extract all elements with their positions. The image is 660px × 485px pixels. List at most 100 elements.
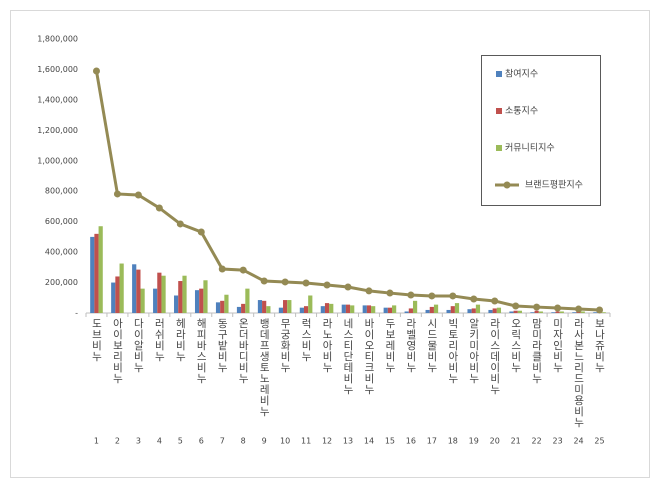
x-tick-label: 바이오티크비누 [363,318,375,395]
rank-label: 24 [573,437,583,446]
bar [513,310,518,313]
bar [287,300,292,313]
x-tick-label: 아이보리비누 [111,318,123,384]
y-tick-label: 200,000 [45,278,78,287]
x-tick-label: 온더바디비누 [237,318,249,384]
bar [174,295,179,313]
line-marker [92,67,100,75]
bar [530,312,535,313]
bar [408,308,413,313]
rank-label: 12 [322,437,332,446]
legend-label: 브랜드평판지수 [525,180,583,191]
rank-label: 8 [241,437,246,446]
bar [559,311,564,313]
bar [299,307,304,313]
x-tick-label: 헤라비누 [174,317,186,362]
bar [266,306,271,313]
bar [241,303,246,313]
bar [98,226,103,313]
rank-label: 19 [469,437,479,446]
bar [392,305,397,313]
rank-label: 16 [406,437,416,446]
x-tick-label: 러쉬비누 [153,318,165,362]
bar [132,264,137,313]
bar [601,312,606,313]
x-tick-label: 네스티단테비누 [342,318,354,395]
y-tick-label: 400,000 [45,248,78,257]
bar [94,233,99,313]
x-tick-label: 럭스비누 [300,318,312,362]
bar [475,304,481,313]
bar [341,304,346,313]
rank-label: 17 [427,437,437,446]
bar [433,304,439,313]
bar [153,288,158,313]
legend-label: 소통지수 [505,106,538,117]
line-marker [407,291,415,299]
rank-label: 18 [448,437,458,446]
bar [534,310,539,313]
rank-label: 20 [490,437,500,446]
line-marker [239,266,247,274]
x-tick-label: 알키미아비누 [468,318,480,384]
bar [220,300,225,313]
y-tick-label: 1,600,000 [37,65,78,74]
x-tick-label: 보나쥬비누 [594,318,606,373]
bar [324,303,330,313]
bar [496,307,502,313]
bar [538,311,543,313]
bar [161,275,166,313]
x-tick-label: 오릭스비누 [510,318,522,373]
legend-swatch [496,108,502,114]
y-tick-label: 1,000,000 [37,156,78,165]
x-tick-label: 동구밭비누 [216,318,228,373]
bar [467,309,472,313]
rank-label: 21 [511,437,521,446]
rank-label: 2 [115,437,120,446]
rank-label: 15 [385,437,395,446]
bar [551,312,556,313]
legend-marker [503,181,511,189]
bar [194,290,200,313]
rank-label: 13 [343,437,353,446]
x-tick-label: 라이스데이비누 [489,318,501,395]
x-tick-label: 맘미라클비누 [531,318,543,384]
y-tick-label: 800,000 [45,187,78,196]
x-tick-label: 뱅데프생토노레비누 [258,318,270,417]
line-marker [365,287,373,295]
x-tick-label: 다이알비누 [132,318,144,373]
line-marker [260,277,268,285]
bar [140,288,145,313]
line-marker [386,289,394,297]
bar [488,309,493,313]
bar [404,311,409,313]
y-tick-label: - [75,309,78,318]
line-marker [344,283,352,291]
line-marker [134,191,142,199]
bar [580,311,585,313]
bar [283,300,288,313]
y-tick-label: 1,800,000 [37,35,78,44]
bar [90,236,95,313]
line-marker [113,190,121,198]
legend-box [481,55,601,206]
bar [572,312,577,313]
x-tick-label: 미자인비누 [552,318,564,373]
bar [362,305,367,313]
x-tick-label: 시드물비누 [426,318,438,373]
bar [454,303,460,313]
bar [350,305,355,313]
bar [329,303,334,313]
y-tick-label: 600,000 [45,217,78,226]
legend-label: 참여지수 [505,68,538,80]
bar [555,311,560,313]
rank-label: 22 [532,437,542,446]
x-tick-label: 라사본느리드미용비누 [573,318,585,428]
line-marker [596,306,604,314]
line-marker [554,304,562,312]
line-marker [155,204,163,212]
line-marker [197,228,205,236]
y-tick-label: 1,200,000 [37,126,78,135]
bar [366,305,372,313]
bar [383,307,388,313]
